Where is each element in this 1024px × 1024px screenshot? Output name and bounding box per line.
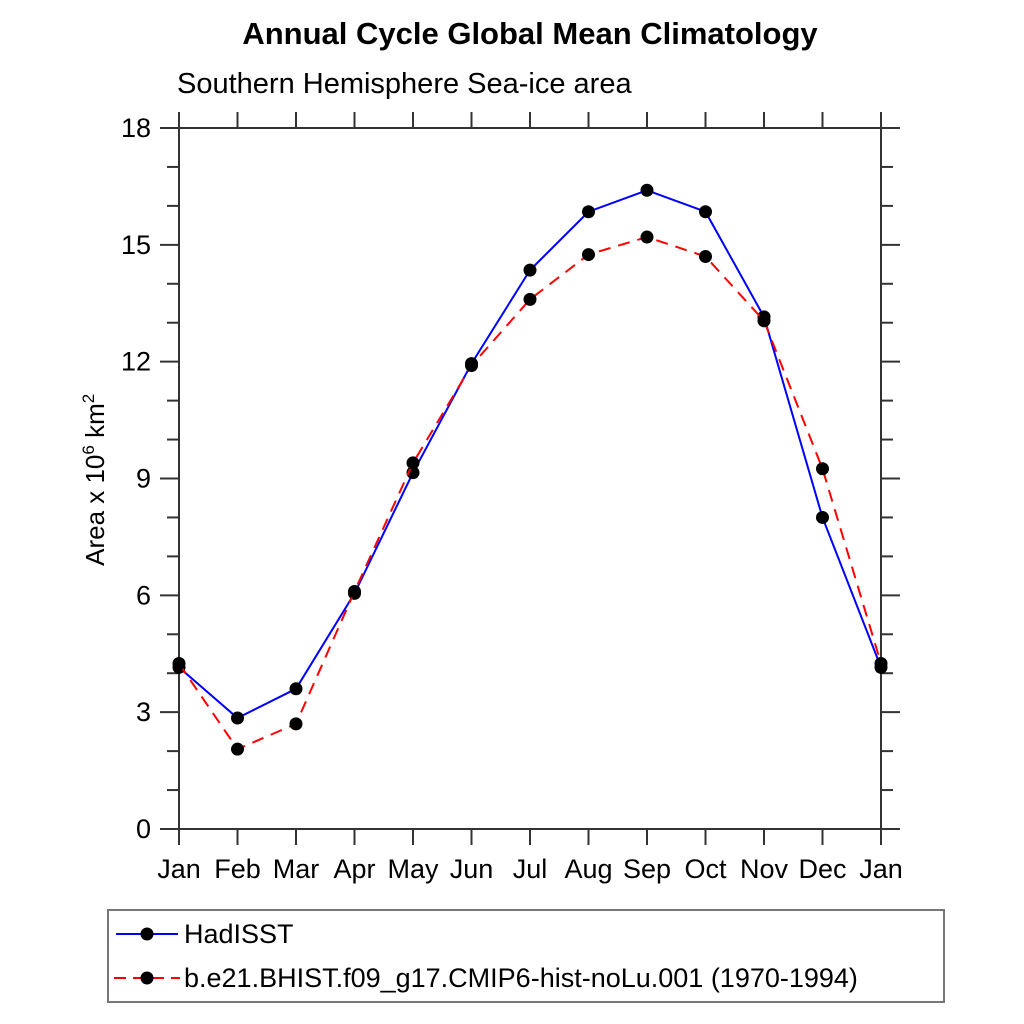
x-tick-label: Oct [684,854,727,884]
series-hadisst [172,183,888,725]
x-tick-label: Jan [859,854,903,884]
data-point [816,510,829,524]
x-tick-label: May [387,854,439,884]
data-point [523,263,537,277]
x-tick-label: Dec [798,854,846,884]
y-tick-label: 15 [121,230,151,260]
data-point [231,742,244,756]
y-tick-label: 9 [136,464,151,494]
legend-label-hadisst: HadISST [184,918,294,949]
series-line [178,235,882,751]
x-tick-label: Jun [450,854,494,884]
data-point [289,682,303,696]
data-point [231,711,244,725]
series-model [172,230,888,756]
x-tick-label: Jul [513,854,548,884]
y-axis-ticks [160,127,900,830]
y-tick-label: 12 [121,347,151,377]
data-point [289,717,303,731]
legend-label-model: b.e21.BHIST.f09_g17.CMIP6-hist-noLu.001 … [184,962,858,993]
x-axis-labels: Jan Feb Mar Apr May Jun Jul Aug Sep Oct Nov Dec Jan [157,854,903,884]
data-point [816,462,829,476]
data-point [640,183,654,197]
data-point [465,359,478,373]
x-tick-label: Sep [623,854,671,884]
data-point [699,250,712,264]
legend-sample-dashed-line-icon [114,971,180,985]
data-point [582,205,595,219]
data-point [348,584,361,598]
data-point [406,456,420,470]
data-point [172,656,186,670]
data-point [523,292,537,306]
legend: HadISST b.e21.BHIST.f09_g17.CMIP6-hist-n… [107,909,945,1003]
y-tick-label: 0 [136,814,151,844]
data-point [640,230,654,244]
chart-title: Annual Cycle Global Mean Climatology [242,16,818,51]
y-tick-label: 3 [136,697,151,727]
data-point [874,656,888,670]
x-tick-label: Aug [564,854,612,884]
legend-entry-hadisst: HadISST [114,914,943,954]
y-axis-tick-labels: 0 3 6 9 12 15 18 [121,113,151,844]
y-tick-label: 18 [121,113,151,143]
data-point [582,248,595,262]
y-tick-label: 6 [136,580,151,610]
x-tick-label: Apr [333,854,375,884]
data-point [699,205,712,219]
x-axis-ticks [178,112,882,845]
x-tick-label: Nov [740,854,789,884]
x-tick-label: Feb [214,854,261,884]
legend-sample-solid-line-icon [116,927,178,941]
x-tick-label: Mar [273,854,320,884]
x-tick-label: Jan [157,854,201,884]
data-point [757,314,771,328]
chart-subtitle: Southern Hemisphere Sea-ice area [177,68,632,100]
plot-frame [178,127,882,830]
legend-entry-model: b.e21.BHIST.f09_g17.CMIP6-hist-noLu.001 … [114,958,943,998]
